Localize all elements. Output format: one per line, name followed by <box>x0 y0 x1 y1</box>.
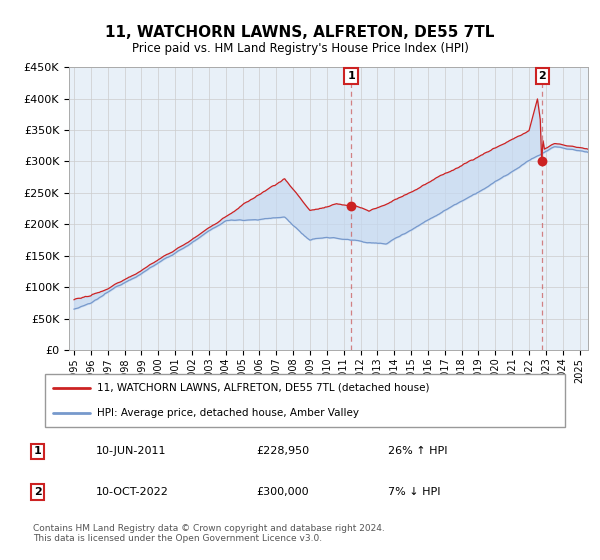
Text: Contains HM Land Registry data © Crown copyright and database right 2024.
This d: Contains HM Land Registry data © Crown c… <box>33 524 385 543</box>
Text: 2: 2 <box>34 487 41 497</box>
Text: 10-JUN-2011: 10-JUN-2011 <box>96 446 166 456</box>
Text: £300,000: £300,000 <box>256 487 308 497</box>
Text: 26% ↑ HPI: 26% ↑ HPI <box>388 446 448 456</box>
Text: Price paid vs. HM Land Registry's House Price Index (HPI): Price paid vs. HM Land Registry's House … <box>131 42 469 55</box>
Point <box>346 202 356 211</box>
Text: 10-OCT-2022: 10-OCT-2022 <box>96 487 169 497</box>
Point <box>538 157 547 166</box>
Text: 11, WATCHORN LAWNS, ALFRETON, DE55 7TL (detached house): 11, WATCHORN LAWNS, ALFRETON, DE55 7TL (… <box>97 382 430 393</box>
Text: 1: 1 <box>34 446 41 456</box>
Text: £228,950: £228,950 <box>256 446 309 456</box>
FancyBboxPatch shape <box>44 374 565 427</box>
Text: 2: 2 <box>538 71 546 81</box>
Text: HPI: Average price, detached house, Amber Valley: HPI: Average price, detached house, Ambe… <box>97 408 359 418</box>
Text: 11, WATCHORN LAWNS, ALFRETON, DE55 7TL: 11, WATCHORN LAWNS, ALFRETON, DE55 7TL <box>106 25 494 40</box>
Text: 7% ↓ HPI: 7% ↓ HPI <box>388 487 441 497</box>
Text: 1: 1 <box>347 71 355 81</box>
